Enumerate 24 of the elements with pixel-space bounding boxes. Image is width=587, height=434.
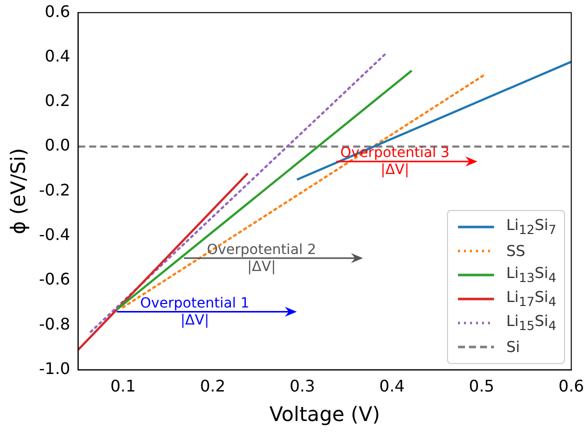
y-axis-title: ϕ (eV/Si) [6, 148, 30, 234]
y-tick-label: -0.2 [39, 180, 70, 200]
x-tick-label: 0.5 [468, 376, 494, 396]
x-tick-label: 0.1 [110, 376, 136, 396]
y-tick-label: 0.4 [44, 46, 70, 66]
y-tick-label: -1.0 [39, 358, 70, 378]
x-axis-title: Voltage (V) [269, 402, 380, 426]
annotation: Overpotential 1 |ΔV| [140, 295, 250, 328]
legend-label: Li$_{12}$Si$_{7}$ [506, 216, 556, 238]
legend-label: Li$_{15}$Si$_{4}$ [506, 312, 556, 334]
legend-label: Si [506, 338, 520, 356]
y-tick-label: 0.0 [44, 136, 70, 155]
x-tick-label: 0.3 [290, 376, 316, 396]
legend-label: Li$_{13}$Si$_{4}$ [506, 264, 556, 286]
legend-label: Li$_{17}$Si$_{4}$ [506, 288, 556, 310]
x-tick-label: 0.6 [558, 376, 584, 396]
y-tick-label: 0.6 [44, 2, 70, 21]
y-tick-label: -0.8 [39, 314, 70, 334]
y-tick-label: -0.6 [39, 270, 70, 289]
y-tick-label: -0.4 [39, 225, 70, 244]
x-tick-label: 0.4 [379, 376, 405, 396]
y-tick-label: 0.2 [44, 91, 70, 110]
legend-label: SS [506, 242, 526, 260]
x-tick-label: 0.2 [200, 376, 226, 396]
